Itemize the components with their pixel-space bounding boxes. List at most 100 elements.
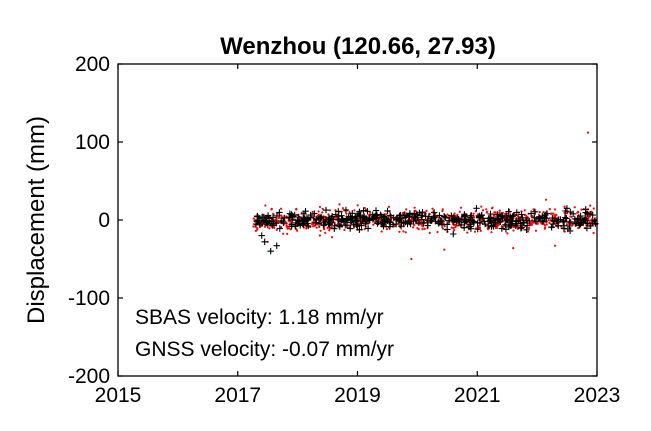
sbas-point bbox=[526, 230, 530, 233]
sbas-point bbox=[490, 231, 493, 234]
sbas-point bbox=[273, 226, 276, 229]
sbas-point bbox=[380, 230, 383, 233]
gnss-point bbox=[535, 213, 543, 220]
sbas-point bbox=[542, 211, 545, 214]
sbas-point bbox=[398, 230, 401, 233]
sbas-point bbox=[580, 208, 583, 211]
sbas-point bbox=[319, 229, 322, 232]
sbas-point bbox=[550, 212, 553, 215]
gnss-point bbox=[418, 216, 426, 223]
gnss-point bbox=[294, 220, 302, 227]
x-tick-label: 2021 bbox=[454, 384, 501, 407]
gnss-point bbox=[335, 222, 343, 229]
sbas-point bbox=[527, 226, 531, 229]
sbas-point bbox=[570, 215, 573, 218]
x-tick-label: 2023 bbox=[574, 384, 621, 407]
sbas-point bbox=[317, 210, 320, 213]
sbas-point bbox=[326, 226, 329, 230]
sbas-point bbox=[428, 231, 431, 234]
gnss-point bbox=[470, 219, 477, 226]
sbas-point bbox=[478, 226, 481, 229]
sbas-point bbox=[387, 205, 391, 208]
sbas-point bbox=[538, 210, 541, 214]
gnss-point bbox=[476, 213, 483, 221]
axis-ticks bbox=[117, 63, 598, 377]
sbas-point bbox=[589, 204, 592, 207]
sbas-point bbox=[385, 228, 389, 231]
gnss-point bbox=[563, 205, 571, 212]
gnss-point bbox=[450, 230, 457, 238]
sbas-point bbox=[323, 228, 326, 231]
gnss-point bbox=[366, 215, 373, 223]
sbas-point bbox=[288, 227, 291, 230]
gnss-point bbox=[273, 220, 280, 227]
sbas-point bbox=[543, 224, 547, 227]
gnss-point bbox=[479, 215, 487, 222]
sbas-point bbox=[270, 225, 273, 228]
sbas-point bbox=[328, 209, 332, 212]
gnss-point bbox=[445, 217, 453, 224]
gnss-point bbox=[372, 212, 380, 219]
gnss-point bbox=[320, 221, 328, 229]
sbas-point bbox=[452, 227, 455, 230]
gnss-point bbox=[360, 207, 367, 214]
sbas-point bbox=[512, 225, 515, 228]
gnss-point bbox=[331, 222, 338, 229]
gnss-point bbox=[431, 209, 438, 216]
sbas-point bbox=[507, 217, 510, 220]
sbas-point bbox=[413, 224, 416, 227]
gnss-point bbox=[487, 210, 494, 218]
sbas-point bbox=[270, 208, 273, 211]
gnss-point bbox=[467, 223, 474, 230]
sbas-point bbox=[345, 212, 348, 215]
sbas-point bbox=[423, 227, 426, 230]
gnss-point bbox=[523, 226, 530, 233]
sbas-point bbox=[421, 228, 424, 231]
sbas-point bbox=[441, 209, 444, 213]
sbas-point bbox=[256, 228, 259, 231]
sbas-point bbox=[547, 219, 550, 222]
sbas-point bbox=[312, 225, 315, 228]
gnss-point bbox=[258, 232, 265, 239]
sbas-point bbox=[446, 213, 449, 216]
gnss-point bbox=[575, 220, 583, 227]
sbas-point bbox=[587, 214, 590, 217]
gnss-point bbox=[519, 219, 527, 226]
gnss-point bbox=[504, 216, 511, 223]
gnss-point bbox=[506, 219, 514, 227]
sbas-point bbox=[485, 208, 488, 211]
gnss-point bbox=[463, 218, 470, 225]
gnss-point bbox=[347, 225, 354, 232]
sbas-point bbox=[321, 207, 324, 210]
gnss-point bbox=[317, 214, 324, 221]
gnss-point bbox=[359, 217, 366, 225]
gnss-point bbox=[291, 211, 298, 219]
gnss-point bbox=[258, 219, 266, 227]
sbas-point bbox=[318, 234, 321, 237]
gnss-point bbox=[460, 213, 468, 220]
sbas-point bbox=[481, 209, 485, 212]
gnss-point bbox=[583, 225, 591, 232]
sbas-point bbox=[479, 229, 482, 232]
gnss-point bbox=[539, 212, 546, 220]
sbas-point bbox=[372, 223, 375, 226]
gnss-point bbox=[397, 211, 404, 219]
gnss-point bbox=[548, 224, 555, 231]
gnss-point bbox=[577, 212, 584, 220]
sbas-point bbox=[280, 226, 283, 229]
gnss-point bbox=[562, 207, 569, 215]
sbas-point bbox=[590, 211, 593, 214]
gnss-point bbox=[589, 211, 596, 219]
gnss-point bbox=[584, 220, 591, 227]
gnss-point bbox=[465, 216, 473, 224]
gnss-point bbox=[419, 209, 426, 216]
gnss-point bbox=[404, 220, 411, 228]
gnss-point bbox=[398, 223, 405, 230]
sbas-point bbox=[393, 225, 396, 228]
sbas-point bbox=[295, 207, 298, 210]
gnss-point bbox=[566, 227, 574, 235]
gnss-point bbox=[343, 222, 351, 229]
sbas-point bbox=[493, 211, 496, 214]
gnss-point bbox=[495, 215, 502, 222]
sbas-point bbox=[573, 206, 576, 209]
